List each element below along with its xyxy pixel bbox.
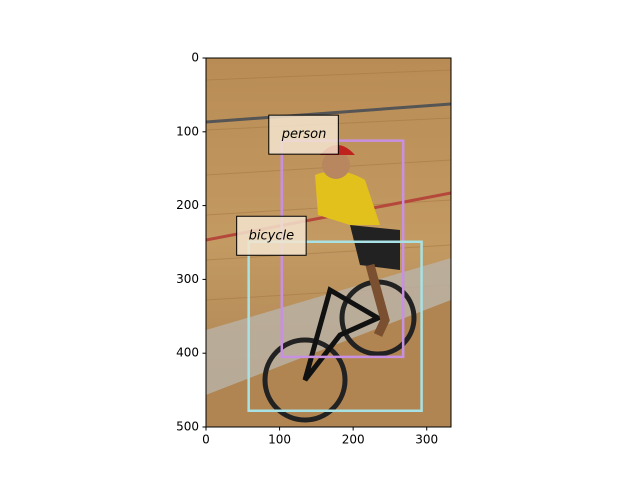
label-background: [236, 215, 307, 256]
y-tick-label: 100: [176, 124, 199, 138]
y-tick-label: 400: [176, 346, 199, 360]
cyclist: [262, 145, 417, 423]
axes-frame: [205, 57, 452, 428]
label-text: person: [281, 127, 327, 142]
label-background: [268, 114, 339, 155]
box-label: person: [268, 114, 339, 155]
y-tick-label: 0: [191, 51, 199, 65]
x-tick-label: 100: [268, 433, 291, 447]
y-tick-label: 200: [176, 198, 199, 212]
x-tick-label: 0: [202, 433, 210, 447]
label-text: bicycle: [249, 228, 294, 243]
bounding-box: [247, 240, 423, 413]
x-tick-label: 300: [415, 433, 438, 447]
box-label: bicycle: [236, 215, 307, 256]
y-tick-label: 500: [176, 420, 199, 434]
x-tick-label: 200: [342, 433, 365, 447]
y-tick-label: 300: [176, 272, 199, 286]
